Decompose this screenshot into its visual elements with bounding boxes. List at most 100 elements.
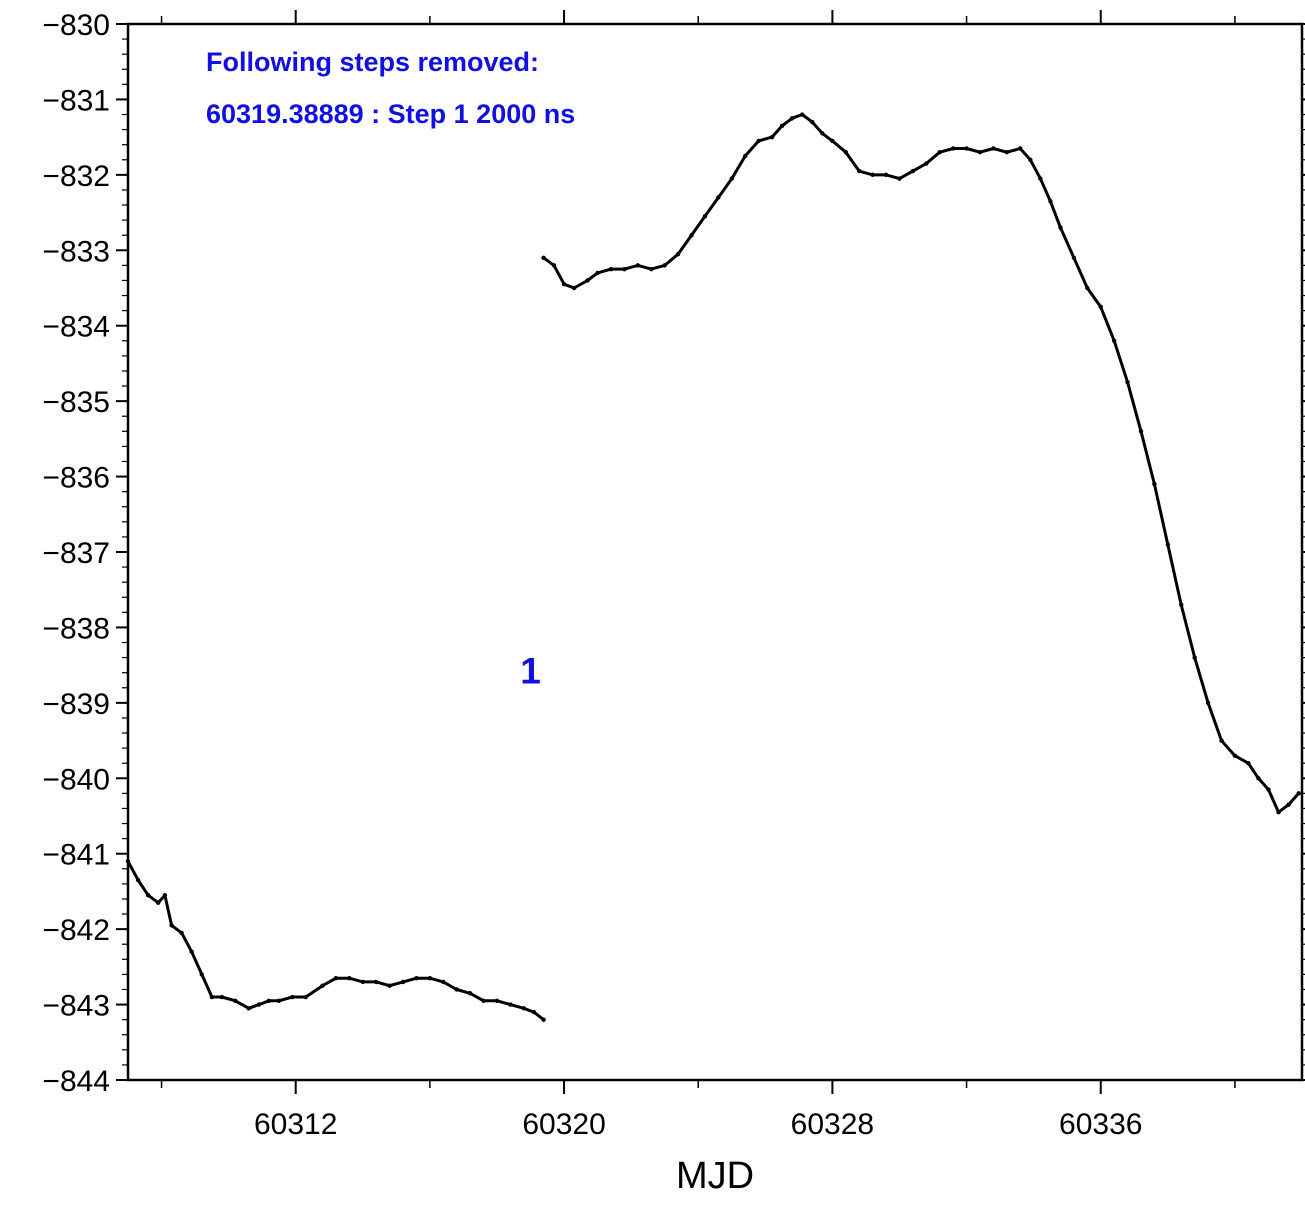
data-point bbox=[1286, 802, 1291, 807]
y-tick-label: −842 bbox=[42, 914, 110, 947]
data-point bbox=[125, 859, 131, 864]
data-point bbox=[1246, 761, 1251, 766]
data-point bbox=[481, 998, 486, 1003]
data-point bbox=[595, 270, 600, 276]
data-point bbox=[622, 266, 627, 272]
data-point bbox=[360, 979, 365, 985]
data-point bbox=[1165, 542, 1171, 547]
y-tick-label: −837 bbox=[42, 537, 110, 570]
data-point bbox=[1038, 176, 1043, 181]
x-tick-label: 60312 bbox=[254, 1108, 337, 1141]
data-point bbox=[870, 172, 875, 178]
annotation-heading: Following steps removed: bbox=[206, 47, 539, 77]
data-point bbox=[1111, 338, 1117, 343]
y-tick-label: −838 bbox=[42, 612, 110, 645]
data-point bbox=[1058, 225, 1063, 230]
data-point bbox=[162, 893, 168, 898]
data-point bbox=[414, 975, 419, 981]
data-point bbox=[320, 983, 325, 988]
data-point bbox=[179, 930, 184, 936]
data-point bbox=[189, 949, 194, 954]
data-trace bbox=[126, 860, 545, 1021]
data-point bbox=[1219, 738, 1224, 743]
data-point bbox=[135, 877, 141, 883]
data-point bbox=[333, 975, 339, 981]
data-point bbox=[531, 1009, 537, 1015]
data-point bbox=[742, 153, 748, 159]
data-point bbox=[427, 975, 433, 981]
data-point bbox=[233, 998, 238, 1003]
data-point bbox=[219, 994, 225, 1000]
y-tick-label: −841 bbox=[42, 839, 110, 872]
data-point bbox=[830, 138, 835, 144]
data-point bbox=[585, 278, 590, 283]
data-point bbox=[441, 979, 446, 985]
data-point bbox=[145, 893, 151, 898]
data-point bbox=[883, 172, 889, 178]
data-point bbox=[1192, 655, 1197, 660]
data-point bbox=[290, 994, 295, 1000]
data-point bbox=[303, 994, 308, 1000]
data-point bbox=[1152, 481, 1157, 487]
data-series-2 bbox=[541, 112, 1301, 815]
data-point bbox=[810, 119, 815, 125]
series-layer bbox=[125, 112, 1301, 1022]
data-point bbox=[508, 1002, 513, 1007]
data-point bbox=[702, 214, 708, 219]
y-tick-label: −835 bbox=[42, 386, 110, 419]
data-point bbox=[1098, 304, 1103, 310]
data-point bbox=[789, 116, 795, 121]
data-point bbox=[779, 123, 785, 129]
data-point bbox=[1296, 791, 1301, 796]
x-tick-label: 60320 bbox=[522, 1108, 605, 1141]
y-tick-label: −840 bbox=[42, 763, 110, 796]
data-point bbox=[1256, 776, 1261, 781]
x-tick-label: 60336 bbox=[1059, 1108, 1142, 1141]
y-tick-label: −830 bbox=[42, 9, 110, 42]
data-point bbox=[937, 150, 942, 155]
data-point bbox=[1125, 380, 1130, 385]
y-tick-label: −834 bbox=[42, 311, 110, 344]
data-point bbox=[1028, 157, 1033, 162]
plot-frame bbox=[126, 22, 1304, 1082]
y-tick-label: −833 bbox=[42, 235, 110, 268]
data-point bbox=[276, 998, 282, 1003]
data-point bbox=[571, 285, 577, 291]
data-point bbox=[541, 255, 546, 261]
data-series-1 bbox=[125, 859, 546, 1022]
data-point bbox=[1138, 429, 1144, 434]
data-point bbox=[675, 251, 681, 257]
annotation-step-entry: 60319.38889 : Step 1 2000 ns bbox=[206, 99, 575, 129]
data-point bbox=[374, 979, 379, 985]
data-point bbox=[387, 983, 392, 988]
data-point bbox=[199, 972, 204, 977]
data-point bbox=[1232, 753, 1238, 758]
x-axis-title: MJD bbox=[676, 1155, 754, 1197]
data-point bbox=[635, 263, 641, 268]
data-point bbox=[800, 112, 805, 117]
y-tick-label: −843 bbox=[42, 990, 110, 1023]
data-point bbox=[924, 161, 929, 166]
y-axis-tick-labels: −830 −831 −832 −833 −834 −835 −836 −837 −838 −839… bbox=[42, 9, 110, 1098]
data-point bbox=[769, 134, 775, 140]
data-point bbox=[716, 195, 721, 200]
data-point bbox=[820, 131, 825, 136]
data-point bbox=[950, 146, 956, 151]
data-point bbox=[729, 176, 734, 181]
data-point bbox=[246, 1006, 251, 1011]
y-tick-label: −831 bbox=[42, 84, 110, 117]
data-point bbox=[1276, 810, 1281, 815]
data-point bbox=[608, 266, 614, 272]
x-axis-tick-labels: 60312 60320 60328 60336 bbox=[254, 1108, 1142, 1141]
data-point bbox=[897, 176, 902, 181]
data-point bbox=[991, 146, 996, 151]
data-point bbox=[1266, 787, 1271, 792]
data-point bbox=[964, 146, 969, 151]
y-tick-label: −832 bbox=[42, 160, 110, 193]
data-point bbox=[662, 263, 667, 268]
data-point bbox=[1004, 150, 1010, 155]
data-point bbox=[756, 138, 761, 144]
data-point bbox=[169, 923, 174, 928]
data-point bbox=[1071, 255, 1077, 261]
data-point bbox=[454, 987, 459, 992]
